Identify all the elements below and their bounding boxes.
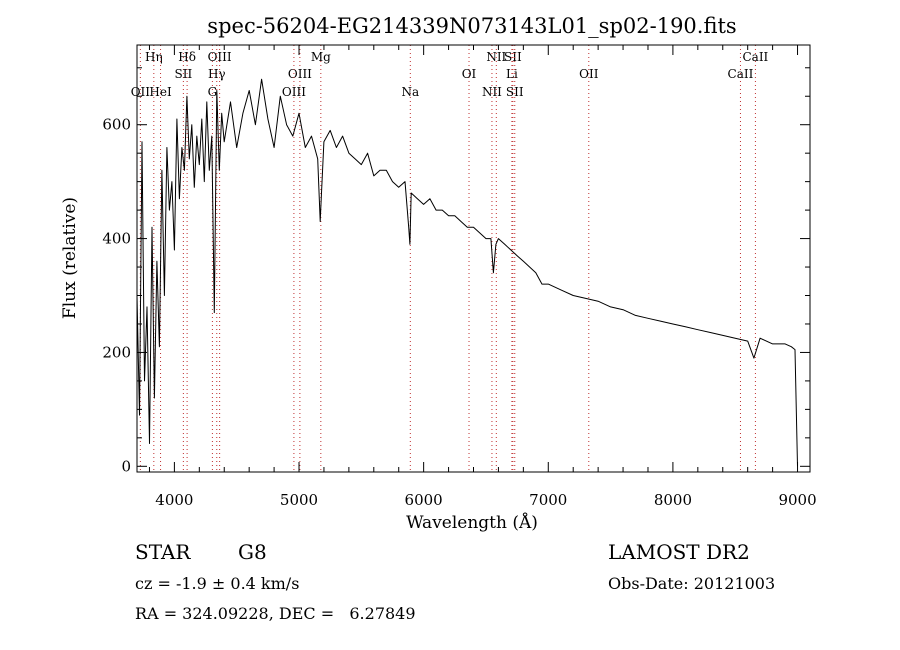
y-tick-label: 400: [102, 230, 131, 248]
line-label: Hγ: [208, 67, 226, 81]
line-label: NII: [486, 50, 506, 64]
line-label: OI: [462, 67, 477, 81]
object-class: STAR: [135, 540, 191, 564]
line-label: OIII: [208, 50, 232, 64]
line-label: CaII: [728, 67, 754, 81]
x-tick-label: 9000: [778, 491, 816, 509]
line-label: OIII: [288, 67, 312, 81]
y-tick-label: 200: [102, 343, 131, 361]
object-subclass: G8: [238, 540, 267, 564]
line-label: CaII: [742, 50, 768, 64]
line-label: OII: [131, 85, 151, 99]
plot-frame: [136, 44, 811, 473]
x-tick-label: 6000: [405, 491, 443, 509]
spectrum-line: [136, 78, 798, 467]
redshift-velocity: cz = -1.9 ± 0.4 km/s: [135, 574, 300, 593]
line-label: OII: [579, 67, 599, 81]
x-tick-label: 5000: [280, 491, 318, 509]
chart-title: spec-56204-EG214339N073143L01_sp02-190.f…: [207, 14, 736, 38]
line-label: OIII: [282, 85, 306, 99]
axis-ticks: 4000 5000 6000 7000 8000 9000 0 200 400 600: [102, 45, 817, 509]
line-label: Mg: [311, 50, 331, 64]
line-label: Na: [401, 85, 419, 99]
y-axis-label: Flux (relative): [60, 197, 80, 319]
sky-coordinates: RA = 324.09228, DEC = 6.27849: [135, 604, 416, 623]
line-label: HeI: [149, 85, 172, 99]
x-tick-label: 7000: [529, 491, 567, 509]
line-label: Hη: [145, 50, 163, 64]
observation-date: Obs-Date: 20121003: [608, 574, 776, 593]
x-axis-label: Wavelength (Å): [406, 512, 538, 533]
line-label: SII: [504, 50, 522, 64]
x-tick-label: 8000: [654, 491, 692, 509]
line-label: Li: [506, 67, 518, 81]
line-label: SII: [506, 85, 524, 99]
x-tick-label: 4000: [155, 491, 193, 509]
line-label: Hδ: [178, 50, 196, 64]
line-label: G: [208, 85, 218, 99]
line-label: NII: [482, 85, 502, 99]
survey-name: LAMOST DR2: [608, 540, 750, 564]
y-tick-label: 600: [102, 116, 131, 134]
y-tick-label: 0: [121, 457, 131, 475]
line-label: SII: [175, 67, 193, 81]
